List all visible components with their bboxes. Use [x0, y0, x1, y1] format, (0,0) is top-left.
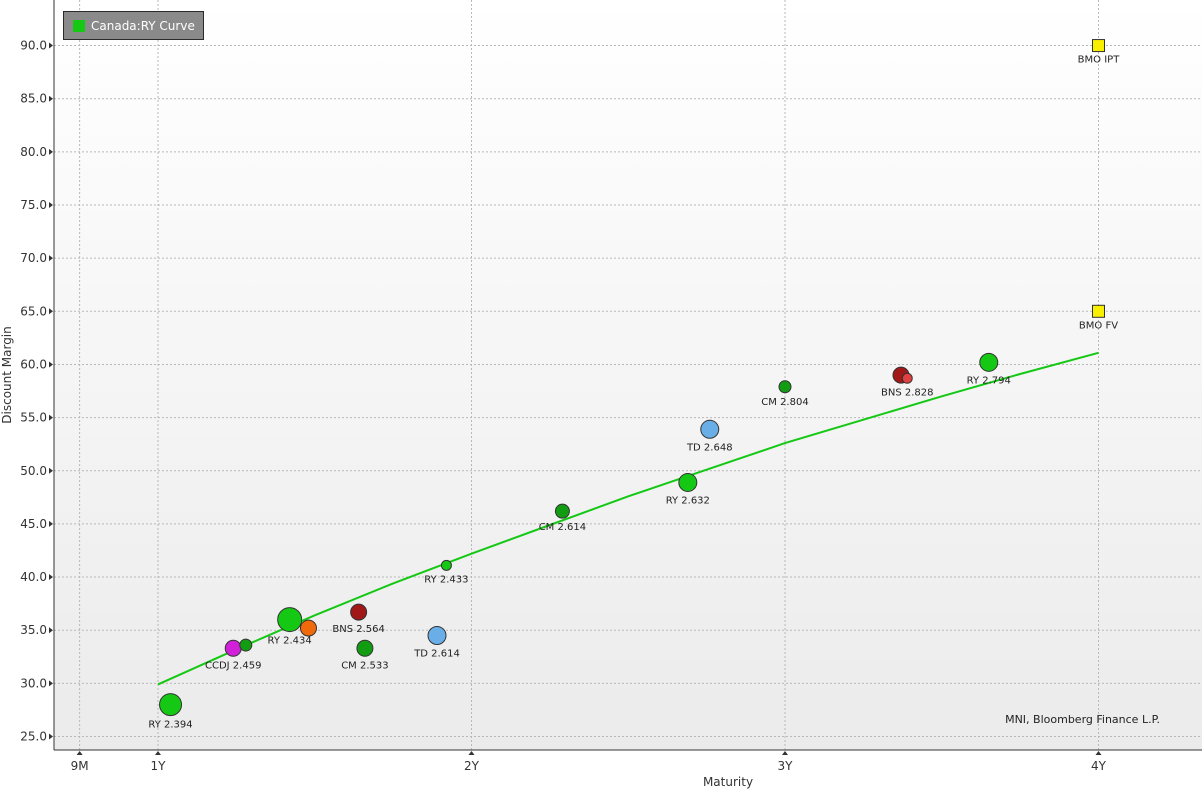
y-tick-label: 90.0	[20, 39, 47, 53]
y-axis-title: Discount Margin	[0, 326, 14, 423]
marker-label: BMO FV	[1079, 320, 1118, 331]
y-tick-label: 65.0	[20, 304, 47, 318]
point-label: CM 2.804	[761, 397, 808, 408]
point-label: RY 2.434	[268, 636, 312, 647]
y-tick-mark	[49, 733, 53, 740]
bubble-point	[277, 607, 303, 633]
y-tick-label: 70.0	[20, 251, 47, 265]
point-label: RY 2.794	[967, 375, 1011, 386]
square-marker	[1092, 304, 1105, 318]
y-tick-mark	[49, 255, 53, 262]
y-tick-label: 25.0	[20, 730, 47, 744]
bubble-point	[901, 372, 913, 384]
y-tick-mark	[49, 42, 53, 49]
bubble-point	[350, 603, 368, 621]
x-axis-title: Maturity	[703, 775, 753, 789]
x-tick-mark	[76, 751, 83, 755]
x-tick-label: 4Y	[1091, 759, 1107, 773]
bubble-point	[700, 419, 720, 439]
point-label: CCDJ 2.459	[205, 660, 261, 671]
bubble-point	[979, 352, 999, 372]
y-tick-label: 75.0	[20, 198, 47, 212]
point-label: BNS 2.828	[881, 387, 934, 398]
x-tick-label: 9M	[71, 759, 89, 773]
x-tick-label: 1Y	[151, 759, 167, 773]
bubble-point	[159, 693, 183, 717]
bubble-point	[778, 380, 792, 394]
point-label: CM 2.533	[341, 660, 388, 671]
curve-line	[157, 351, 1099, 686]
square-marker	[1092, 39, 1105, 53]
y-tick-label: 40.0	[20, 570, 47, 584]
y-tick-mark	[49, 467, 53, 474]
y-tick-mark	[49, 308, 53, 315]
plot-area	[54, 0, 1202, 750]
bubble-point	[224, 639, 242, 657]
point-label: CM 2.614	[539, 522, 586, 533]
bubble-point	[356, 639, 374, 657]
y-tick-mark	[49, 148, 53, 155]
y-tick-mark	[49, 574, 53, 581]
bubble-point	[299, 619, 317, 637]
y-tick-label: 50.0	[20, 464, 47, 478]
point-label: TD 2.648	[686, 442, 733, 453]
y-tick-label: 85.0	[20, 92, 47, 106]
y-tick-mark	[49, 202, 53, 208]
y-tick-label: 35.0	[20, 623, 47, 637]
y-tick-mark	[49, 520, 53, 527]
point-label: TD 2.614	[413, 649, 460, 660]
x-tick-label: 2Y	[464, 759, 480, 773]
bubble-point	[239, 638, 253, 652]
x-tick-mark	[155, 751, 161, 755]
x-tick-label: 3Y	[778, 759, 794, 773]
x-tick-mark	[1095, 751, 1102, 755]
y-tick-mark	[49, 680, 53, 687]
y-tick-mark	[49, 95, 53, 102]
y-tick-label: 30.0	[20, 676, 47, 690]
credit-text: MNI, Bloomberg Finance L.P.	[1005, 713, 1160, 726]
y-tick-mark	[49, 627, 53, 634]
bubble-point	[678, 472, 698, 492]
y-tick-label: 45.0	[20, 517, 47, 531]
point-label: BNS 2.564	[332, 624, 385, 635]
bubble-point	[427, 626, 447, 646]
y-tick-mark	[49, 414, 53, 421]
legend-swatch-icon	[73, 19, 85, 32]
bubble-point	[440, 559, 452, 571]
point-label: RY 2.394	[148, 720, 192, 731]
x-tick-mark	[782, 751, 788, 755]
y-tick-label: 80.0	[20, 145, 47, 159]
legend-label: Canada:RY Curve	[91, 18, 195, 33]
y-tick-mark	[49, 361, 53, 368]
y-tick-label: 55.0	[20, 411, 47, 425]
legend[interactable]: Canada:RY Curve	[63, 11, 204, 40]
bubble-point	[554, 503, 570, 519]
x-tick-mark	[468, 751, 475, 755]
marker-label: BMO IPT	[1078, 55, 1121, 66]
point-label: RY 2.433	[424, 574, 468, 585]
y-tick-label: 60.0	[20, 357, 47, 371]
point-label: RY 2.632	[666, 495, 710, 506]
